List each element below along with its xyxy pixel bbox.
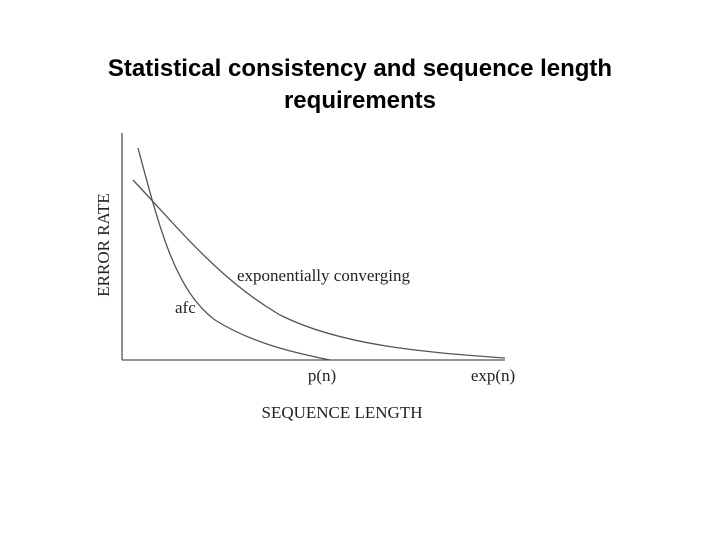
curve-label: afc <box>175 298 196 317</box>
x-mark-label: exp(n) <box>471 366 515 385</box>
curve-label: exponentially converging <box>237 266 410 285</box>
title-line: Statistical consistency and sequence len… <box>108 55 612 82</box>
title-line: requirements <box>284 87 436 114</box>
x-mark-label: p(n) <box>308 366 336 385</box>
afc-curve <box>137 147 331 361</box>
y-axis-label: ERROR RATE <box>94 193 113 296</box>
diagram <box>121 133 506 361</box>
x-axis-label: SEQUENCE LENGTH <box>261 403 422 422</box>
exp-curve <box>132 179 506 359</box>
